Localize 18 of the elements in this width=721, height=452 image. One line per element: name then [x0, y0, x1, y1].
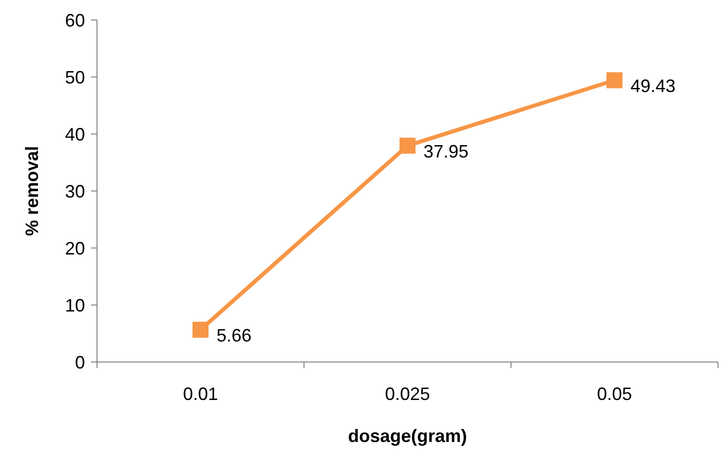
- data-label: 37.95: [424, 142, 469, 162]
- x-tick-label: 0.025: [384, 384, 430, 404]
- x-tick-label: 0.05: [596, 384, 632, 404]
- y-tick-label: 30: [64, 181, 85, 202]
- x-axis-title: dosage(gram): [348, 426, 468, 446]
- y-tick-label: 20: [64, 238, 85, 258]
- y-axis-title: % removal: [22, 146, 42, 236]
- x-tick-label: 0.01: [182, 384, 218, 404]
- point: [606, 72, 622, 88]
- point: [400, 138, 416, 154]
- y-tick-label: 10: [64, 295, 85, 316]
- point: [192, 322, 208, 338]
- y-tick-label: 60: [64, 10, 85, 30]
- y-tick-label: 50: [64, 67, 85, 88]
- y-tick-label: 40: [64, 124, 85, 144]
- y-tick-label: 0: [74, 352, 85, 372]
- data-label: 5.66: [216, 326, 252, 346]
- data-label: 49.43: [630, 76, 676, 96]
